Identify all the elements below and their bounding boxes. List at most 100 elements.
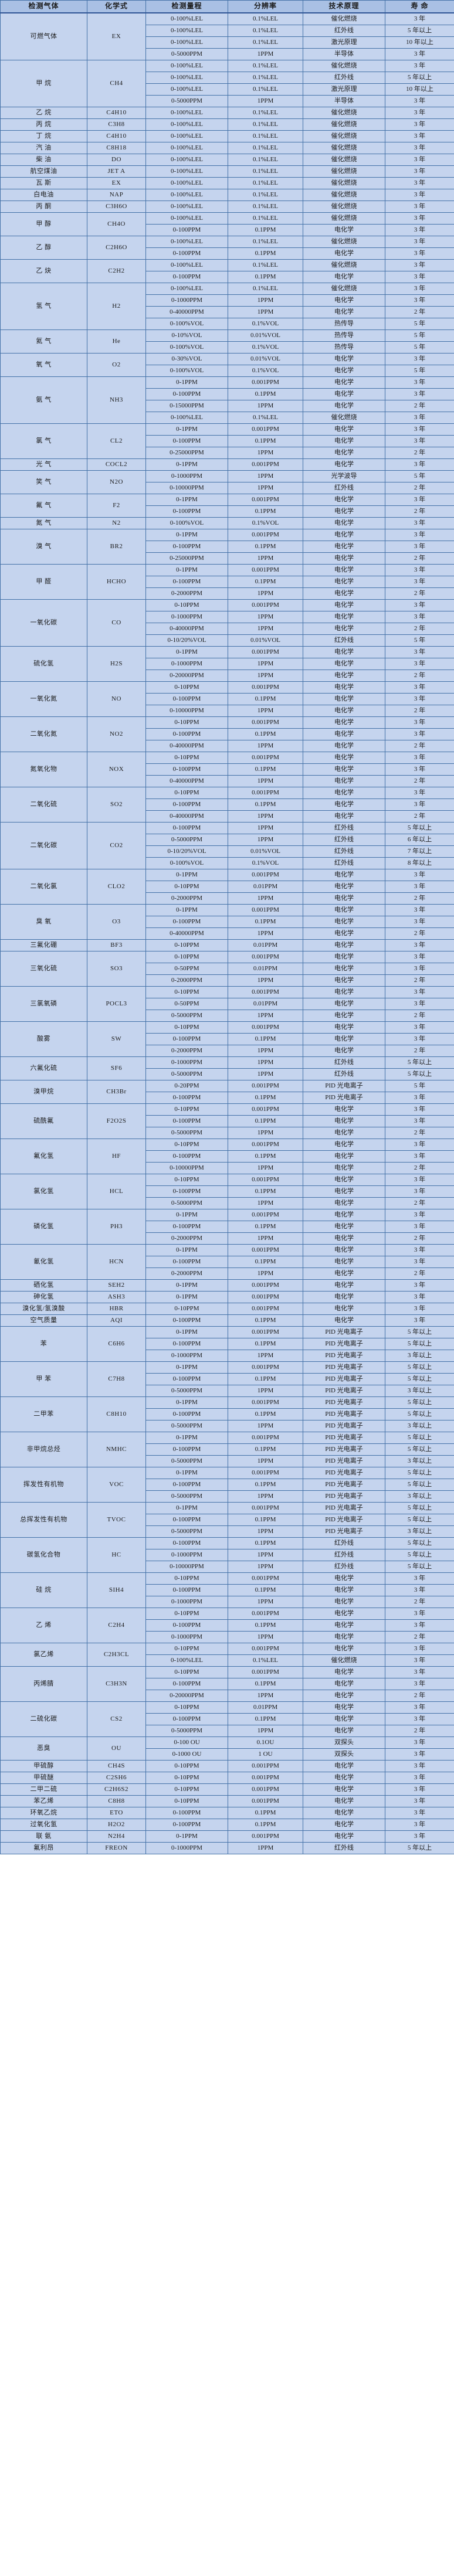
detection-range-cell: 0-50PPM <box>145 998 228 1010</box>
lifetime-cell: 3 年 <box>385 529 454 541</box>
gas-name-cell: 二氧化硫 <box>0 787 87 823</box>
technology-cell: 催化燃烧 <box>303 1654 385 1667</box>
technology-cell: 电化学 <box>303 693 385 705</box>
table-row: 0-100PPM 0.1PPM PID 光电离子 5 年以上 <box>1 1514 454 1526</box>
gas-name-cell: 甲 烷 <box>0 60 87 107</box>
gas-name-cell: 氧 气 <box>0 353 87 377</box>
technology-cell: 电化学 <box>303 1150 385 1163</box>
technology-cell: 电化学 <box>303 1103 385 1116</box>
table-row: 0-100PPM 0.1PPM 电化学 3 年 <box>1 1256 454 1268</box>
table-row: 二硫化碳 CS2 0-10PPM 0.01PPM 电化学 3 年 <box>0 1701 454 1737</box>
table-row: 乙 醇 C2H6O 0-100%LEL 0.1%LEL 催化燃烧 3 年 <box>0 236 454 260</box>
detection-range-cell: 0-10PPM <box>145 1701 228 1714</box>
gas-name-cell: 空气质量 <box>0 1314 87 1327</box>
table-row: 二氧化碳 CO2 0-100PPM 1PPM 红外线 5 年以上 <box>0 822 454 869</box>
technology-cell: PID 光电离子 <box>303 1420 385 1432</box>
technology-cell: 催化燃烧 <box>303 130 385 142</box>
table-row: 0-100%VOL 0.1%VOL 红外线 8 年以上 <box>1 857 454 869</box>
resolution-cell: 0.1PPM <box>228 1807 303 1819</box>
gas-name-cell: 氮氧化物 <box>0 752 87 787</box>
resolution-cell: 0.001PPM <box>228 787 303 799</box>
resolution-cell: 0.001PPM <box>228 423 303 436</box>
lifetime-cell: 3 年 <box>385 728 454 740</box>
resolution-cell: 0.1PPM <box>228 1819 303 1831</box>
resolution-cell: 0.1PPM <box>228 271 303 283</box>
technology-cell: 电化学 <box>303 939 385 951</box>
chemical-formula-cell: OU <box>87 1736 146 1761</box>
lifetime-cell: 3 年 <box>385 353 454 365</box>
lifetime-cell: 5 年以上 <box>385 1326 454 1338</box>
table-row: 0-100PPM 0.1PPM 电化学 3 年 <box>1 693 454 705</box>
resolution-cell: 0.1PPM <box>228 1115 303 1127</box>
gas-name-cell: 碳氢化合物 <box>0 1537 87 1573</box>
technology-cell: 电化学 <box>303 1314 385 1327</box>
chemical-formula-cell: C2H6S2 <box>87 1783 146 1796</box>
resolution-cell: 0.001PPM <box>228 716 303 729</box>
resolution-cell: 0.1%VOL <box>228 341 303 354</box>
table-row: 0-5000PPM 1PPM PID 光电离子 3 年以上 <box>1 1455 454 1467</box>
lifetime-cell: 3 年 <box>385 247 454 260</box>
lifetime-cell: 3 年 <box>385 177 454 189</box>
table-row: 0-10000PPM 1PPM 电化学 2 年 <box>1 705 454 717</box>
detection-range-cell: 0-1000PPM <box>145 1350 228 1362</box>
lifetime-cell: 5 年以上 <box>385 1561 454 1573</box>
resolution-cell: 1PPM <box>228 95 303 107</box>
technology-cell: PID 光电离子 <box>303 1490 385 1503</box>
resolution-cell: 0.001PPM <box>228 1303 303 1315</box>
detection-range-cell: 0-5000PPM <box>145 95 228 107</box>
resolution-cell: 1PPM <box>228 306 303 318</box>
resolution-cell: 0.1%LEL <box>228 83 303 96</box>
lifetime-cell: 3 年 <box>385 763 454 776</box>
lifetime-cell: 5 年以上 <box>385 1432 454 1444</box>
chemical-formula-cell: CO <box>87 599 146 647</box>
lifetime-cell: 3 年 <box>385 541 454 553</box>
table-row: 0-5000PPM 1PPM 电化学 2 年 <box>1 1725 454 1737</box>
detection-range-cell: 0-100PPM <box>145 1092 228 1104</box>
lifetime-cell: 3 年 <box>385 1643 454 1655</box>
table-row: 瓦 斯 EX 0-100%LEL 0.1%LEL 催化燃烧 3 年 <box>0 177 454 189</box>
lifetime-cell: 3 年 <box>385 1221 454 1233</box>
detection-range-cell: 0-10PPM <box>145 681 228 694</box>
table-row: 0-100PPM 0.1PPM 电化学 3 年 <box>1 798 454 811</box>
resolution-cell: 0.001PPM <box>228 951 303 963</box>
header-gas-name: 检测气体 <box>0 0 87 13</box>
lifetime-cell: 3 年以上 <box>385 1350 454 1362</box>
table-row: 0-100PPM 0.1PPM 电化学 3 年 <box>1 541 454 553</box>
resolution-cell: 0.1PPM <box>228 505 303 518</box>
chemical-formula-cell: CH4S <box>87 1760 146 1772</box>
detection-range-cell: 0-10PPM <box>145 1572 228 1585</box>
technology-cell: 红外线 <box>303 482 385 494</box>
gas-name-cell: 挥发性有机物 <box>0 1467 87 1503</box>
resolution-cell: 0.001PPM <box>228 1291 303 1303</box>
technology-cell: 电化学 <box>303 458 385 471</box>
chemical-formula-cell: SEH2 <box>87 1279 146 1292</box>
table-row: 总挥发性有机物 TVOC 0-1PPM 0.001PPM PID 光电离子 5 年以上 <box>0 1502 454 1538</box>
lifetime-cell: 3 年 <box>385 1666 454 1678</box>
technology-cell: 双探头 <box>303 1736 385 1749</box>
technology-cell: 电化学 <box>303 1045 385 1057</box>
technology-cell: 红外线 <box>303 857 385 869</box>
chemical-formula-cell: JET A <box>87 165 146 178</box>
chemical-formula-cell: C6H6 <box>87 1326 146 1362</box>
detection-range-cell: 0-100PPM <box>145 1185 228 1198</box>
lifetime-cell: 2 年 <box>385 1010 454 1022</box>
lifetime-cell: 3 年 <box>385 1021 454 1034</box>
detection-range-cell: 0-10/20%VOL <box>145 845 228 858</box>
chemical-formula-cell: C3H8 <box>87 118 146 131</box>
detection-range-cell: 0-100%LEL <box>145 212 228 225</box>
detection-range-cell: 0-10PPM <box>145 1174 228 1186</box>
detection-range-cell: 0-10PPM <box>145 951 228 963</box>
resolution-cell: 0.1%LEL <box>228 72 303 84</box>
lifetime-cell: 2 年 <box>385 1197 454 1209</box>
header-technology: 技术原理 <box>303 0 385 13</box>
detection-range-cell: 0-100PPM <box>145 1256 228 1268</box>
resolution-cell: 0.001PPM <box>228 1139 303 1151</box>
lifetime-cell: 3 年 <box>385 576 454 588</box>
resolution-cell: 0.001PPM <box>228 681 303 694</box>
detection-range-cell: 0-100PPM <box>145 1314 228 1327</box>
gas-name-cell: 甲 醛 <box>0 564 87 600</box>
resolution-cell: 0.1PPM <box>228 247 303 260</box>
resolution-cell: 0.1PPM <box>228 541 303 553</box>
lifetime-cell: 2 年 <box>385 705 454 717</box>
technology-cell: 电化学 <box>303 1666 385 1678</box>
